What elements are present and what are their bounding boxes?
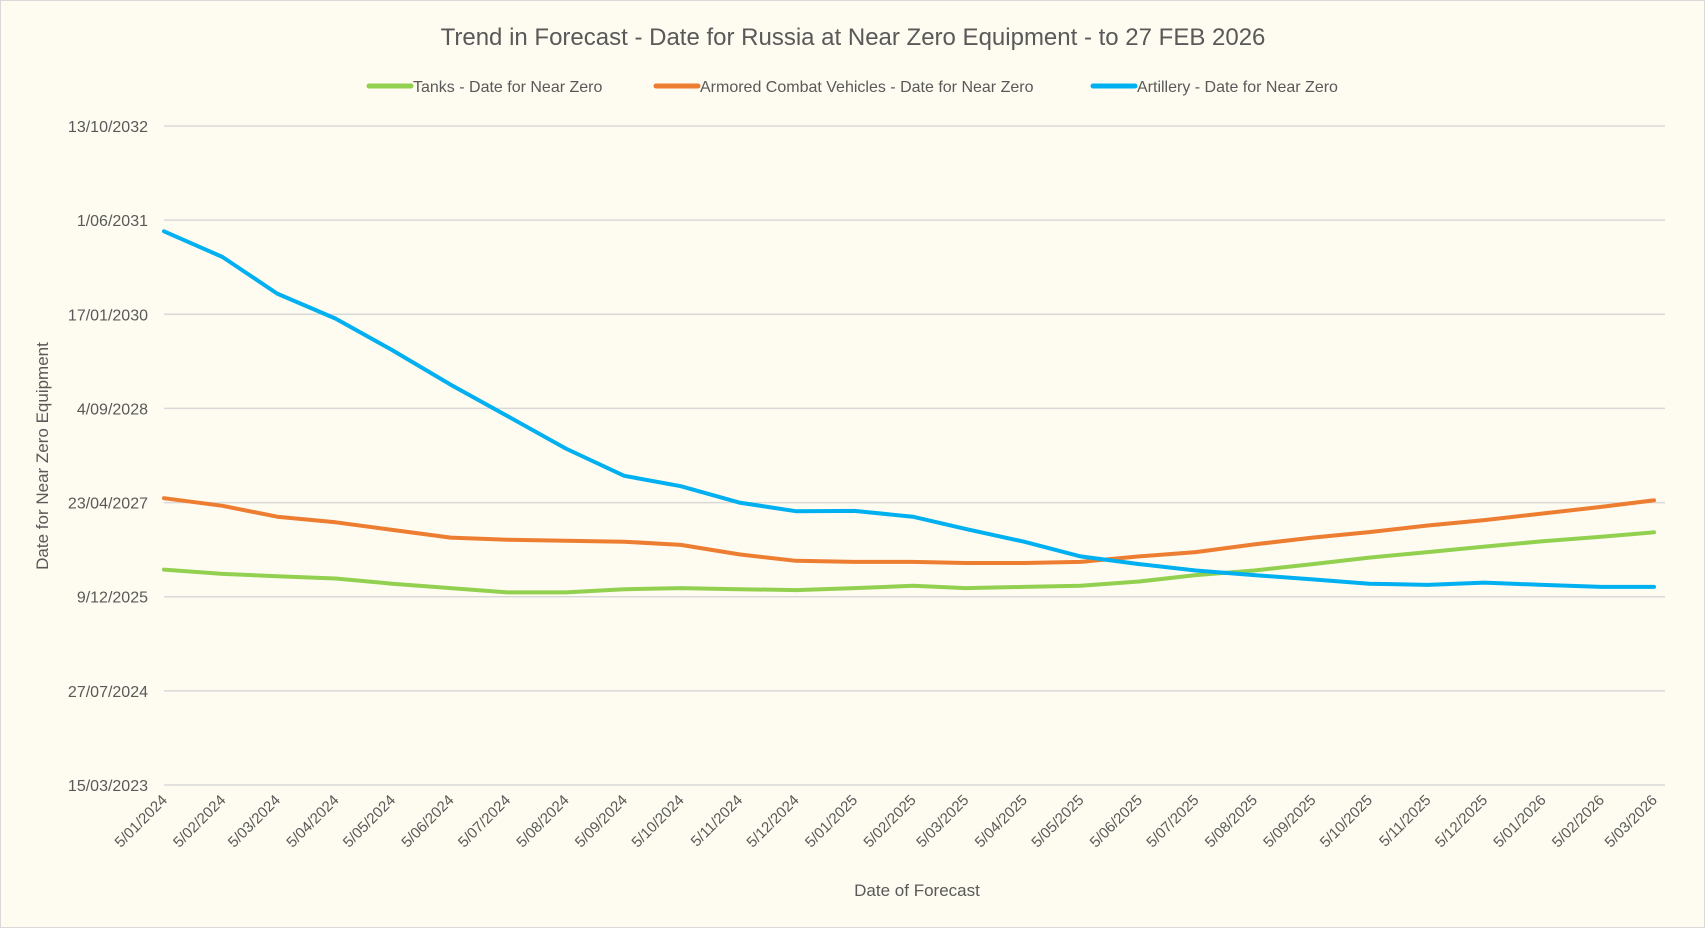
legend-item: Armored Combat Vehicles - Date for Near … (656, 79, 1034, 96)
x-tick-label: 5/07/2024 (455, 792, 514, 851)
legend-label: Artillery - Date for Near Zero (1137, 79, 1338, 96)
x-tick-label: 5/12/2025 (1432, 792, 1491, 851)
x-tick-label: 5/03/2026 (1602, 792, 1661, 851)
x-axis-title: Date of Forecast (854, 881, 980, 900)
x-tick-label: 5/06/2024 (398, 792, 457, 851)
x-tick-label: 5/02/2025 (860, 792, 919, 851)
y-axis-title: Date for Near Zero Equipment (33, 342, 52, 570)
y-tick-label: 23/04/2027 (68, 496, 148, 513)
x-tick-label: 5/03/2025 (913, 792, 972, 851)
x-tick-label: 5/10/2024 (628, 792, 687, 851)
x-tick-label: 5/08/2024 (513, 792, 572, 851)
x-tick-label: 5/11/2024 (688, 792, 746, 850)
x-tick-label: 5/09/2025 (1260, 792, 1319, 851)
x-tick-label: 5/04/2025 (972, 792, 1031, 851)
x-tick-label: 5/10/2025 (1317, 792, 1376, 851)
y-axis-tick-labels: 15/03/2023 27/07/2024 9/12/2025 23/04/2027 4… (68, 119, 148, 795)
x-tick-label: 5/03/2024 (225, 792, 284, 851)
legend: Tanks - Date for Near Zero Armored Combat… (369, 79, 1338, 96)
x-tick-label: 5/05/2025 (1028, 792, 1087, 851)
x-tick-label: 5/02/2026 (1549, 792, 1608, 851)
x-tick-label: 5/01/2024 (112, 792, 171, 851)
x-tick-label: 5/08/2025 (1202, 792, 1261, 851)
series-lines (164, 231, 1654, 592)
y-tick-label: 9/12/2025 (77, 590, 148, 607)
legend-item: Artillery - Date for Near Zero (1093, 79, 1338, 96)
y-tick-label: 4/09/2028 (77, 401, 148, 418)
y-tick-label: 13/10/2032 (68, 119, 148, 136)
x-tick-label: 5/02/2024 (170, 792, 229, 851)
x-tick-label: 5/05/2024 (340, 792, 399, 851)
legend-item: Tanks - Date for Near Zero (369, 79, 603, 96)
x-tick-label: 5/06/2025 (1087, 792, 1146, 851)
gridlines (164, 126, 1665, 785)
y-tick-label: 1/06/2031 (77, 213, 148, 230)
chart-title: Trend in Forecast - Date for Russia at N… (441, 24, 1266, 51)
x-tick-label: 5/04/2024 (283, 792, 342, 851)
legend-label: Tanks - Date for Near Zero (413, 79, 603, 96)
y-tick-label: 17/01/2030 (68, 307, 148, 324)
x-tick-label: 5/09/2024 (572, 792, 631, 851)
x-tick-label: 5/12/2024 (743, 792, 802, 851)
x-tick-label: 5/01/2025 (802, 792, 861, 851)
y-tick-label: 27/07/2024 (68, 684, 148, 701)
x-tick-label: 5/11/2025 (1376, 792, 1434, 850)
x-tick-label: 5/07/2025 (1143, 792, 1202, 851)
y-tick-label: 15/03/2023 (68, 778, 148, 795)
legend-label: Armored Combat Vehicles - Date for Near … (700, 79, 1034, 96)
x-tick-label: 5/01/2026 (1490, 792, 1549, 851)
